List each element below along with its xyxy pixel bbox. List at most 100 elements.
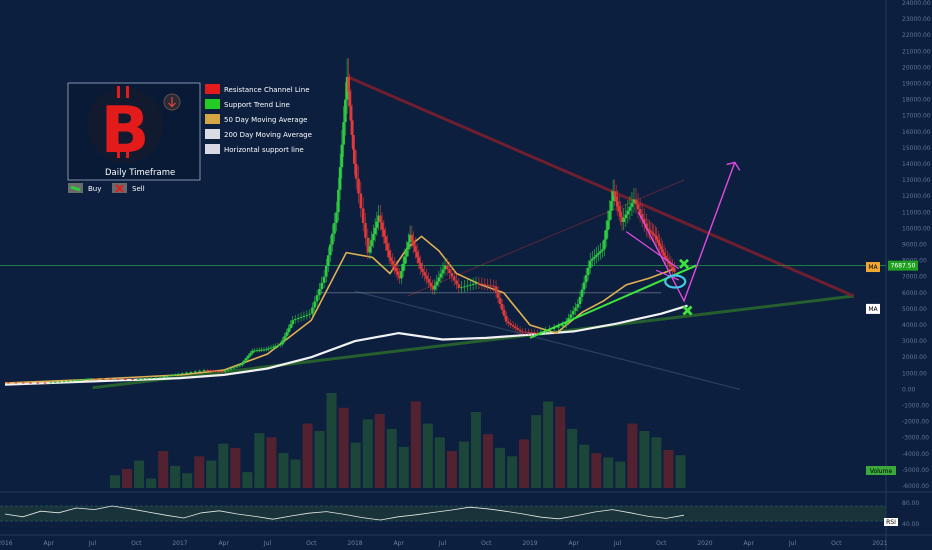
candle-body (504, 315, 508, 322)
time-tick-label: Jul (788, 540, 797, 547)
time-tick-label: Oct (131, 540, 142, 547)
price-tick-label: 0.00 (902, 386, 916, 393)
candle-body (405, 249, 408, 257)
volume-bar (218, 443, 229, 488)
candle-body (235, 366, 239, 368)
candle-body (212, 370, 215, 372)
candle-body (423, 272, 426, 276)
candle-body (223, 370, 227, 372)
overlay-layer (529, 161, 741, 339)
projection-path (637, 162, 736, 303)
price-tag-label: MA (868, 306, 878, 313)
candle-body (417, 257, 421, 264)
price-tick-label: -3000.00 (902, 435, 929, 442)
legend-swatch (205, 114, 220, 124)
candle-body (584, 275, 588, 283)
candle-body (285, 332, 288, 337)
candle-body (150, 377, 153, 379)
volume-bar (122, 469, 133, 488)
candle-body (347, 77, 350, 92)
price-tick-label: 14000.00 (902, 161, 931, 168)
price-tag-label: MA (868, 264, 878, 271)
logo-circle (87, 87, 163, 163)
candle-body (318, 289, 321, 296)
candle-body (673, 269, 676, 272)
volume-layer (110, 393, 686, 488)
time-tick-label: 2020 (697, 540, 712, 547)
volume-bar (603, 457, 614, 488)
volume-bar (555, 406, 566, 488)
candle-body (408, 234, 412, 243)
candle-body (269, 347, 273, 349)
candle-body (628, 206, 632, 211)
signal-label: Buy (88, 185, 101, 193)
time-tick-label: 2017 (172, 540, 187, 547)
candle-body (620, 216, 624, 222)
candle-body (344, 99, 347, 123)
candle-body (445, 265, 449, 270)
candle-body (380, 222, 384, 230)
candle-body (630, 203, 634, 207)
candle-body (245, 358, 248, 361)
volume-bar (146, 478, 157, 488)
sell-swatch-icon (115, 184, 124, 193)
candle-body (394, 267, 398, 272)
candle-body (640, 213, 644, 219)
candle-body (62, 381, 66, 383)
candle-body (521, 331, 525, 333)
volume-bar (314, 431, 325, 488)
candle-body (622, 218, 626, 222)
time-tick-label: Oct (481, 540, 492, 547)
candle-body (361, 208, 365, 224)
volume-bar (110, 475, 121, 488)
volume-bar (591, 453, 602, 488)
price-tick-label: 20000.00 (902, 64, 931, 71)
volume-bar (458, 441, 469, 488)
candle-body (272, 346, 275, 348)
price-tag (866, 262, 880, 273)
volume-bar (470, 412, 481, 488)
candle-body (412, 240, 415, 247)
candle-body (372, 234, 375, 241)
candle-body (564, 321, 568, 325)
candle-body (410, 234, 414, 241)
candle-body (533, 332, 536, 334)
candle-body (626, 210, 630, 215)
price-tag (888, 260, 918, 271)
candle-body (366, 237, 370, 253)
candle-body (474, 283, 478, 285)
candle-body (457, 284, 461, 288)
rsi-tick-label: 80.00 (902, 500, 919, 507)
candle-body (337, 189, 340, 213)
candle-body (582, 282, 586, 290)
candle-body (655, 236, 659, 240)
candle-body (168, 375, 172, 377)
legend-layer: B Daily Timeframe Resistance Channel Lin… (67, 82, 312, 193)
candle-body (226, 369, 230, 371)
candle-body (483, 284, 487, 286)
candle-body (80, 379, 84, 381)
price-tick-label: -5000.00 (902, 467, 929, 474)
volume-bar (495, 447, 506, 488)
volume-bar (362, 419, 373, 488)
candle-body (465, 285, 469, 287)
candle-body (124, 378, 127, 380)
candle-body (331, 233, 334, 245)
candle-body (238, 365, 242, 367)
volume-bar (338, 407, 349, 488)
legend-swatch (205, 99, 220, 109)
price-tick-label: 10000.00 (902, 225, 931, 232)
candle-body (661, 249, 664, 253)
volume-bar (386, 428, 397, 488)
candle-body (357, 178, 360, 194)
volume-bar (206, 460, 217, 488)
price-tick-label: -1000.00 (902, 403, 929, 410)
candle-body (287, 328, 290, 333)
volume-bar (170, 465, 181, 488)
price-tag (866, 303, 880, 314)
candle-body (518, 329, 522, 332)
candle-body (159, 377, 162, 379)
candle-body (500, 304, 504, 310)
candle-body (220, 371, 224, 373)
